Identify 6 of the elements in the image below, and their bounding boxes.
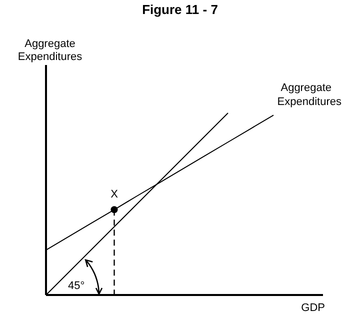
x-axis-title: GDP [301, 302, 325, 314]
series-label: Aggregate Expenditures [277, 82, 342, 108]
series-label: X [110, 188, 119, 201]
y-axis-title: Aggregate Expenditures [18, 38, 83, 63]
chart-title: Figure 11 - 7 [142, 2, 218, 17]
annotation: 45° [68, 280, 85, 292]
